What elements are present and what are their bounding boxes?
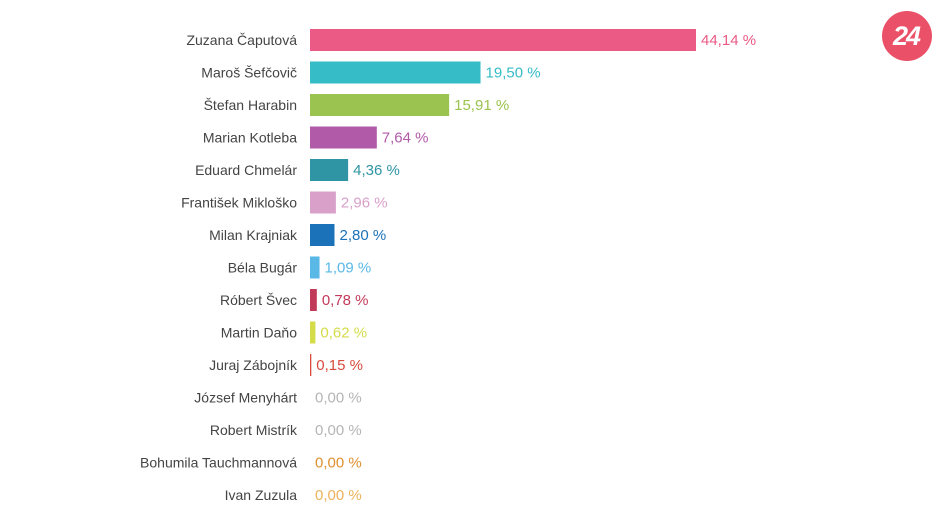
bar-row: Milan Krajniak 2,80 % [209,224,386,246]
value-label: 15,91 % [454,97,509,114]
bar [310,191,336,214]
brand-logo: 24 [882,11,932,61]
category-label: Ivan Zuzula [225,487,298,503]
value-label: 4,36 % [353,162,400,179]
bar [310,126,377,149]
value-label: 0,62 % [320,325,367,342]
value-label: 0,00 % [315,487,362,504]
value-label: 2,80 % [339,227,386,244]
bar-row: Róbert Švec 0,78 % [220,289,369,311]
bar-row: Marian Kotleba 7,64 % [203,126,429,149]
bar [310,354,312,376]
value-label: 0,00 % [315,390,362,407]
bar [310,289,317,311]
value-label: 0,78 % [322,292,369,309]
category-label: František Mikloško [181,195,297,211]
bar-row: József Menyhárt 0,00 % [194,390,361,407]
bar [310,159,349,181]
bar [310,61,481,84]
value-label: 1,09 % [325,260,372,277]
value-label: 0,15 % [316,357,363,374]
category-label: Maroš Šefčovič [201,65,297,81]
bar-row: Béla Bugár 1,09 % [228,256,372,279]
value-label: 7,64 % [382,130,429,147]
category-label: József Menyhárt [194,390,297,406]
bar [310,29,696,51]
value-label: 0,00 % [315,455,362,472]
logo-text: 24 [892,20,921,51]
category-label: Martin Daňo [221,325,297,341]
bar [310,94,450,116]
category-label: Róbert Švec [220,292,297,308]
category-label: Zuzana Čaputová [186,32,297,48]
category-label: Bohumila Tauchmannová [140,455,297,471]
bar-row: Štefan Harabin 15,91 % [204,94,509,116]
category-label: Marian Kotleba [203,130,297,146]
bar [310,256,320,279]
bar-row: Martin Daňo 0,62 % [221,321,367,344]
bar-row: Bohumila Tauchmannová 0,00 % [140,455,362,472]
bar-row: Robert Mistrík 0,00 % [210,422,362,439]
category-label: Béla Bugár [228,260,298,276]
bar-row: Zuzana Čaputová 44,14 % [186,29,756,51]
bar-row: Maroš Šefčovič 19,50 % [201,61,541,84]
bar [310,224,335,246]
value-label: 0,00 % [315,422,362,439]
category-label: Milan Krajniak [209,227,298,243]
value-label: 2,96 % [341,195,388,212]
category-label: Juraj Zábojník [209,357,298,373]
category-label: Eduard Chmelár [195,162,297,178]
value-label: 19,50 % [486,65,541,82]
value-label: 44,14 % [701,32,756,49]
category-label: Štefan Harabin [204,97,297,113]
bar-row: Ivan Zuzula 0,00 % [225,487,362,504]
bar-row: Juraj Zábojník 0,15 % [209,354,363,376]
bar [310,321,316,344]
bar-row: Eduard Chmelár 4,36 % [195,159,400,181]
category-label: Robert Mistrík [210,422,298,438]
bar-row: František Mikloško 2,96 % [181,191,388,214]
